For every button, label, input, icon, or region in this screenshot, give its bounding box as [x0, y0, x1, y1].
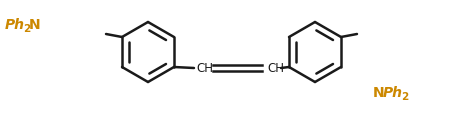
Text: N: N [373, 85, 385, 99]
Text: N: N [29, 18, 41, 32]
Text: Ph: Ph [5, 18, 25, 32]
Text: CH: CH [267, 62, 284, 75]
Text: Ph: Ph [383, 85, 403, 99]
Text: 2: 2 [23, 24, 30, 34]
Text: 2: 2 [401, 91, 408, 101]
Text: CH: CH [196, 62, 213, 75]
